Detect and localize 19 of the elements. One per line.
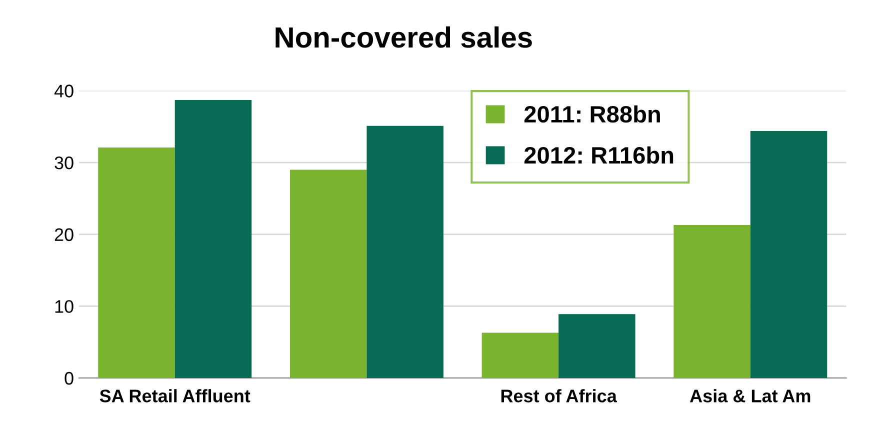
x-tick-label: SA Retail Affluent bbox=[100, 389, 250, 402]
x-tick-label: Asia & Lat Am bbox=[690, 389, 810, 402]
chart-title: Non-covered sales bbox=[276, 26, 532, 48]
bar bbox=[174, 100, 252, 378]
legend-label: 2011: R88bn bbox=[524, 105, 660, 123]
y-tick-label: 0 bbox=[64, 372, 74, 385]
legend-label: 2012: R116bn bbox=[524, 146, 674, 164]
bar bbox=[674, 225, 750, 378]
bar bbox=[290, 170, 367, 378]
y-tick-label: 30 bbox=[54, 156, 74, 170]
y-tick-label: 40 bbox=[54, 84, 74, 98]
x-tick-label: Rest of Africa bbox=[501, 389, 618, 402]
y-tick-label: 20 bbox=[54, 228, 74, 242]
y-tick-label: 10 bbox=[55, 300, 74, 313]
bar bbox=[750, 130, 828, 378]
bar bbox=[98, 147, 175, 378]
bar bbox=[366, 126, 444, 378]
bar bbox=[482, 332, 559, 378]
bar bbox=[558, 314, 636, 378]
